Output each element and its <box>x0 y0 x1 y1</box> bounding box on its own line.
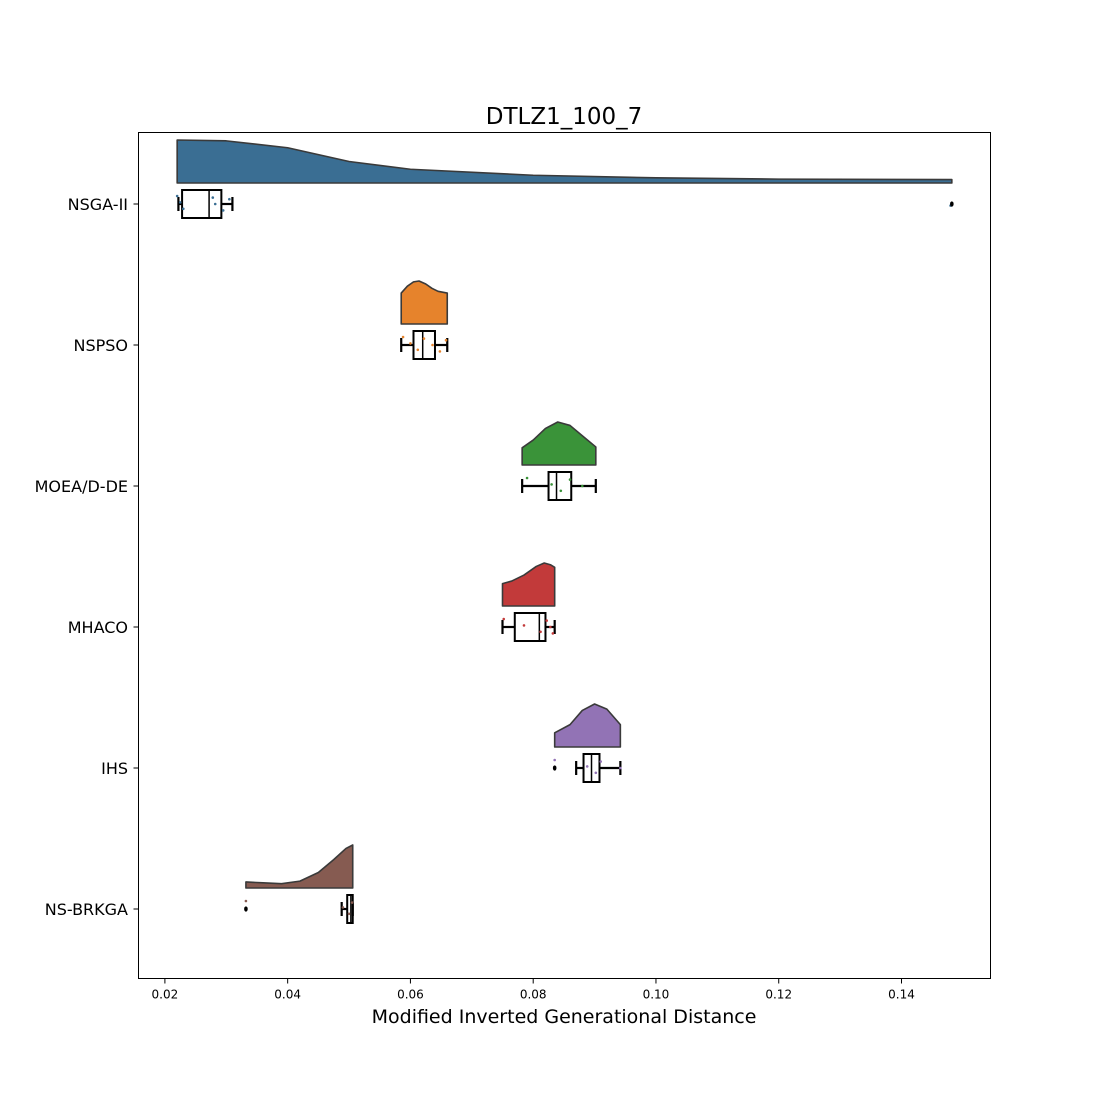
density-cloud-ihs <box>553 703 622 748</box>
series-mhaco <box>501 562 556 642</box>
plot-frame <box>138 132 991 979</box>
data-point <box>549 625 552 629</box>
data-point <box>211 196 215 199</box>
category-label-ihs: IHS <box>101 759 128 778</box>
data-point <box>559 489 563 493</box>
data-point <box>182 207 185 211</box>
data-point <box>568 478 572 481</box>
data-point <box>221 209 225 212</box>
data-point <box>178 201 182 204</box>
category-label-moea-d-de: MOEA/D-DE <box>35 477 128 496</box>
x-axis: 0.02 0.04 0.06 0.08 0.10 0.12 0.14 <box>152 978 915 1002</box>
data-point <box>416 348 420 352</box>
box-iqr-nspso <box>412 330 436 360</box>
category-label-mhaco: MHACO <box>68 618 128 637</box>
series-ihs <box>552 703 622 783</box>
category-label-nsga-ii: NSGA-II <box>68 195 128 214</box>
data-point <box>244 899 248 903</box>
density-cloud-mhaco <box>501 562 556 607</box>
outlier-point <box>950 201 954 207</box>
data-point <box>401 335 405 339</box>
data-point <box>545 619 548 622</box>
density-cloud-moea-d-de <box>521 421 597 466</box>
density-cloud-nsga-ii <box>176 139 953 184</box>
x-tick-label: 0.06 <box>397 988 424 1002</box>
category-label-ns-brkga: NS-BRKGA <box>45 900 128 919</box>
box-iqr-ns-brkga <box>346 894 354 924</box>
series-ns-brkga <box>244 844 354 924</box>
data-point <box>444 338 448 342</box>
x-axis-label: Modified Inverted Generational Distance <box>372 1006 757 1028</box>
data-point <box>594 771 598 775</box>
outlier-point <box>244 906 248 912</box>
x-tick-label: 0.14 <box>888 988 915 1002</box>
data-point <box>581 484 584 488</box>
series-nsga-ii <box>175 139 954 219</box>
data-point <box>347 912 351 916</box>
data-point <box>553 758 556 762</box>
data-point <box>525 476 529 480</box>
category-label-nspso: NSPSO <box>73 336 128 355</box>
data-point <box>350 901 354 904</box>
data-point <box>585 765 589 768</box>
outlier-point <box>552 765 557 771</box>
data-point <box>341 906 345 909</box>
x-tick-label: 0.02 <box>152 988 179 1002</box>
data-point <box>409 342 412 345</box>
x-tick-label: 0.08 <box>520 988 547 1002</box>
data-point <box>213 202 217 206</box>
data-point <box>175 194 179 198</box>
data-point <box>619 766 622 770</box>
series-nspso <box>400 280 449 360</box>
box-iqr-moea-d-de <box>547 471 573 501</box>
x-tick-label: 0.12 <box>765 988 792 1002</box>
data-point <box>599 760 603 763</box>
data-point <box>539 630 542 634</box>
data-point <box>550 483 553 486</box>
data-point <box>502 617 506 621</box>
density-cloud-nspso <box>400 280 449 325</box>
data-point <box>431 343 434 347</box>
data-point <box>228 197 231 201</box>
plot-area <box>175 139 954 924</box>
series-moea-d-de <box>521 421 597 501</box>
chart-title: DTLZ1_100_7 <box>486 104 643 130</box>
density-cloud-ns-brkga <box>245 844 354 889</box>
y-axis: NSGA-II NSPSO MOEA/D-DE MHACO IHS NS-BRKGA <box>35 195 139 919</box>
x-tick-label: 0.04 <box>274 988 301 1002</box>
box-iqr-mhaco <box>513 612 547 642</box>
data-point <box>551 632 555 635</box>
data-point <box>438 350 442 353</box>
data-point <box>522 624 526 627</box>
x-tick-label: 0.10 <box>643 988 670 1002</box>
data-point <box>422 337 426 340</box>
